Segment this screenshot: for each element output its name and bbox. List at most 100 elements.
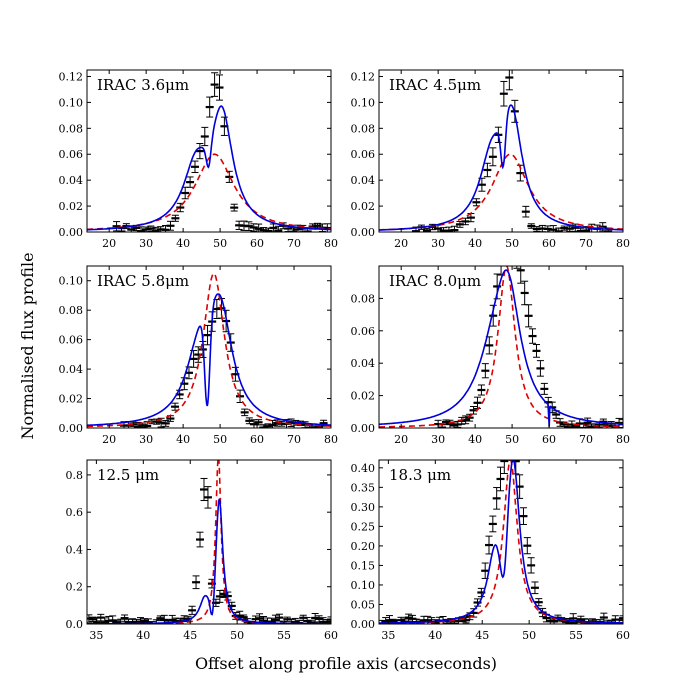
y-tick-label: 0.6: [66, 506, 84, 519]
x-tick-label: 60: [616, 629, 630, 642]
data-point: [477, 384, 486, 396]
x-tick-label: 45: [475, 629, 489, 642]
y-tick-label: 0.10: [351, 96, 376, 109]
x-tick-label: 50: [505, 237, 519, 250]
data-point: [530, 581, 539, 595]
data-point: [488, 515, 497, 533]
x-tick-label: 40: [136, 629, 150, 642]
y-tick-label: 0.15: [351, 559, 376, 572]
data-point: [488, 147, 497, 167]
y-tick-label: 0.04: [351, 357, 376, 370]
axes-frame: [378, 265, 624, 429]
data-point: [527, 557, 536, 574]
axes-frame: [378, 459, 624, 625]
y-tick-label: 0.06: [59, 148, 84, 161]
y-tick-label: 0.00: [351, 422, 376, 435]
data-point: [151, 226, 160, 232]
y-tick-label: 0.05: [351, 598, 376, 611]
panel-label: IRAC 8.0μm: [389, 272, 481, 290]
x-tick-label: 20: [102, 237, 116, 250]
y-tick-label: 0.10: [59, 96, 84, 109]
x-tick-label: 30: [139, 237, 153, 250]
data-point: [549, 225, 558, 232]
data-point: [166, 220, 175, 231]
model-red-dashed: [379, 266, 623, 428]
x-tick-label: 60: [542, 433, 556, 446]
x-tick-label: 20: [394, 237, 408, 250]
x-tick-label: 35: [89, 629, 103, 642]
x-tick-label: 40: [176, 433, 190, 446]
plot-area: [379, 460, 623, 624]
x-tick-label: 40: [468, 433, 482, 446]
x-tick-label: 20: [394, 433, 408, 446]
y-tick-label: 0.02: [351, 390, 376, 403]
model-red-dashed: [87, 272, 331, 428]
data-point: [215, 74, 224, 101]
panel-3: 20 30 40 50 60 70 80 0.00 0.02 0.04 0.06 0.08 0.10 IR…: [59, 265, 338, 446]
y-tick-label: 0.4: [66, 543, 84, 556]
y-tick-label: 0.12: [59, 70, 84, 83]
data-point: [195, 143, 204, 160]
data-points: [434, 266, 623, 428]
x-tick-label: 80: [616, 433, 630, 446]
y-tick-label: 0.08: [59, 122, 84, 135]
y-tick-label: 0.2: [66, 581, 84, 594]
data-point: [245, 417, 254, 425]
data-point: [327, 616, 331, 623]
data-point: [215, 589, 224, 603]
panel-4: 20 30 40 50 60 70 80 0.00 0.02 0.04 0.06 0.08 IRAC 8…: [351, 265, 630, 446]
y-tick-label: 0.40: [351, 462, 376, 475]
x-tick-label: 50: [213, 237, 227, 250]
data-point: [205, 96, 214, 118]
data-point: [619, 615, 623, 622]
data-point: [505, 70, 514, 91]
x-tick-label: 70: [579, 433, 593, 446]
data-point: [473, 396, 482, 409]
x-tick-label: 30: [431, 237, 445, 250]
data-point: [481, 363, 490, 379]
y-tick-label: 0.25: [351, 520, 376, 533]
data-point: [496, 466, 505, 492]
data-point: [120, 614, 129, 622]
x-tick-label: 50: [522, 629, 536, 642]
data-point: [615, 417, 623, 428]
data-point: [192, 575, 201, 590]
plot-area: [87, 272, 331, 428]
data-point: [532, 344, 541, 358]
data-point: [200, 126, 209, 147]
x-tick-label: 80: [616, 237, 630, 250]
y-tick-label: 0.02: [59, 200, 84, 213]
y-tick-label: 0.0: [66, 618, 84, 631]
y-tick-label: 0.02: [59, 393, 84, 406]
model-red-dashed: [379, 153, 623, 231]
x-tick-label: 80: [324, 237, 338, 250]
y-tick-label: 0.00: [351, 226, 376, 239]
x-tick-label: 60: [324, 629, 338, 642]
x-tick-label: 80: [324, 433, 338, 446]
y-axis-title: Normalised flux profile: [18, 252, 37, 439]
data-point: [513, 266, 521, 269]
data-point: [230, 203, 239, 212]
y-tick-label: 0.08: [59, 304, 84, 317]
x-tick-label: 55: [277, 629, 291, 642]
data-point: [516, 266, 525, 284]
y-tick-label: 0.08: [351, 292, 376, 305]
panel-label: IRAC 5.8μm: [97, 272, 189, 290]
x-tick-label: 60: [542, 237, 556, 250]
x-tick-label: 50: [505, 433, 519, 446]
data-point: [100, 617, 109, 624]
x-tick-label: 70: [287, 433, 301, 446]
x-tick-label: 40: [468, 237, 482, 250]
panel-label: IRAC 4.5μm: [389, 76, 481, 94]
data-point: [210, 72, 219, 97]
data-point: [536, 360, 545, 377]
x-tick-label: 55: [569, 629, 583, 642]
data-point: [528, 328, 537, 344]
data-point: [450, 225, 459, 232]
data-point: [523, 537, 532, 555]
x-tick-label: 40: [176, 237, 190, 250]
model-blue-solid: [87, 498, 331, 624]
y-tick-label: 0.04: [351, 174, 376, 187]
y-tick-label: 0.02: [351, 200, 376, 213]
